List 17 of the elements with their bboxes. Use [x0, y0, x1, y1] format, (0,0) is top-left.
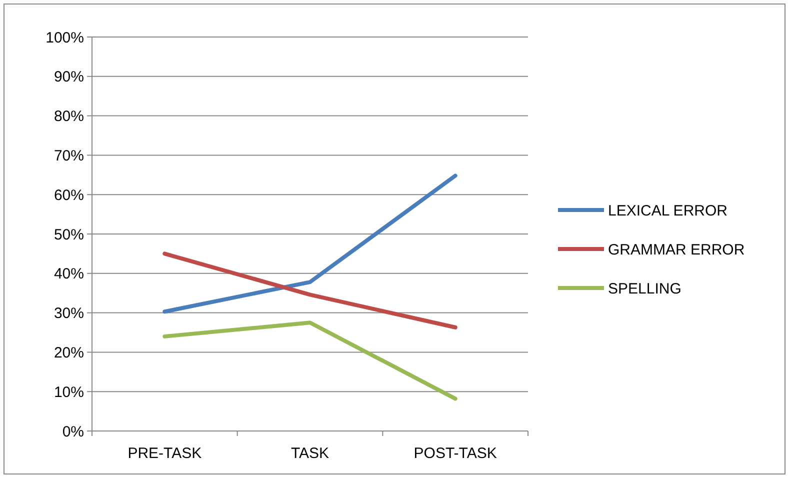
y-tick-label: 80% — [54, 108, 84, 126]
x-tick-label: TASK — [290, 445, 330, 462]
y-tick-label: 0% — [62, 423, 84, 440]
y-tick-label: 70% — [54, 147, 84, 164]
y-tick-label: 40% — [54, 266, 84, 283]
legend-label: SPELLING — [608, 280, 682, 298]
y-tick-label: 90% — [54, 68, 84, 86]
y-tick-label: 60% — [54, 186, 84, 204]
y-tick-label: 50% — [54, 226, 84, 244]
y-tick-label: 30% — [54, 305, 84, 322]
y-tick-label: 10% — [54, 384, 84, 401]
x-tick-label: PRE-TASK — [128, 445, 202, 462]
x-tick-label: POST-TASK — [414, 445, 497, 462]
y-tick-label: 100% — [46, 29, 84, 46]
y-tick-label: 20% — [54, 344, 84, 362]
legend-label: LEXICAL ERROR — [608, 202, 728, 220]
legend-label: GRAMMAR ERROR — [608, 241, 745, 258]
